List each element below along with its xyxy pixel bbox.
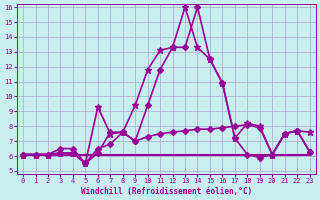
X-axis label: Windchill (Refroidissement éolien,°C): Windchill (Refroidissement éolien,°C): [81, 187, 252, 196]
